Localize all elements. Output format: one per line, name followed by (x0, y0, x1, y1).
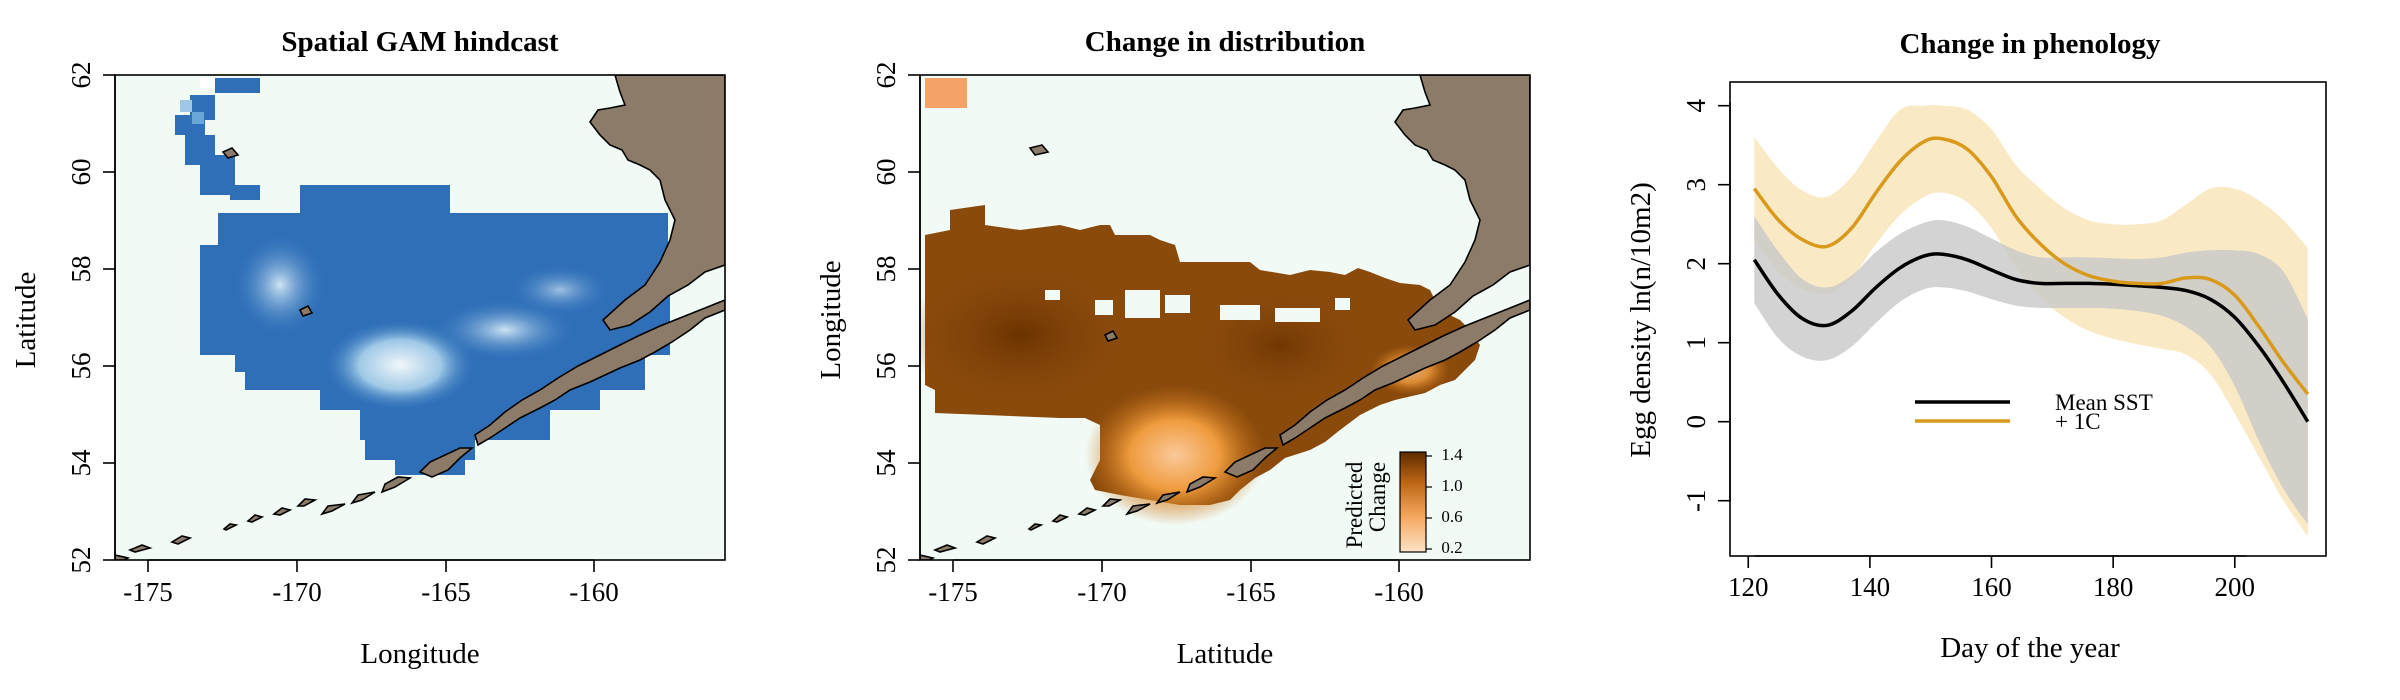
x-tick-label: -165 (421, 577, 471, 607)
alaska-landmass (920, 75, 1530, 560)
x-tick-label: -160 (1374, 577, 1424, 607)
y-tick-label: 52 (871, 547, 901, 574)
confidence-band-plus-1c (1754, 105, 2308, 537)
colorbar-title: Predicted (1342, 461, 1367, 548)
x-tick-label: 120 (1728, 572, 1769, 602)
panel-phenology: Change in phenology 120 140 160 180 200 Day … (1625, 28, 2327, 664)
x-tick-label: 140 (1850, 572, 1891, 602)
y-axis: -1 0 1 2 3 4 (1681, 98, 1731, 512)
y-tick-label: -1 (1681, 489, 1711, 512)
x-tick-label: -175 (928, 577, 978, 607)
y-axis: 52 54 56 58 60 62 Latitude (10, 62, 116, 574)
map-area: 0.2 0.6 1.0 1.4 Predicted Change (920, 75, 1530, 560)
legend-label-mean-sst: Mean SST (2055, 390, 2153, 415)
y-tick-label: 1 (1681, 336, 1711, 350)
y-tick-label: 58 (66, 256, 96, 283)
y-axis: 52 54 56 58 60 62 Longitude (815, 62, 921, 574)
panel-change-distribution: Change in distribution (815, 26, 1531, 670)
confidence-band-mean-sst (1754, 216, 2308, 525)
y-tick-label: 0 (1681, 415, 1711, 429)
panel-title: Spatial GAM hindcast (281, 26, 558, 58)
y-tick-label: 56 (871, 353, 901, 380)
x-axis: -175 -170 -165 -160 Latitude (928, 559, 1424, 670)
series-line-plus-1c (1752, 136, 2310, 396)
y-tick-label: 62 (871, 62, 901, 89)
x-tick-label: 160 (1971, 572, 2012, 602)
panel-hindcast: Spatial GAM hindcast (10, 26, 726, 670)
alaska-landmass (115, 75, 725, 560)
y-tick-label: 4 (1681, 98, 1711, 112)
x-tick-label: -175 (123, 577, 173, 607)
panel-title: Change in phenology (1899, 28, 2161, 60)
change-field (920, 78, 1480, 525)
x-tick-label: 200 (2215, 572, 2256, 602)
legend-label-plus-1c: + 1C (2055, 409, 2101, 434)
x-axis-label: Day of the year (1940, 632, 2120, 664)
panel-title: Change in distribution (1085, 26, 1365, 58)
y-tick-label: 54 (66, 449, 96, 477)
colorbar-tick-label: 0.2 (1441, 538, 1462, 557)
y-axis-label: Latitude (10, 272, 42, 369)
x-tick-label: -160 (569, 577, 619, 607)
y-tick-label: 62 (66, 62, 96, 89)
colorbar-title: Change (1365, 462, 1390, 532)
y-axis-label: Longitude (815, 260, 847, 379)
y-tick-label: 2 (1681, 257, 1711, 271)
y-tick-label: 60 (66, 159, 96, 186)
density-hotspots (180, 100, 610, 410)
x-axis: 120 140 160 180 200 (1728, 555, 2256, 602)
x-axis: -175 -170 -165 -160 Longitude (123, 559, 619, 670)
colorbar-tick-label: 1.0 (1441, 476, 1462, 495)
colorbar-tick-label: 0.6 (1441, 507, 1462, 526)
phenology-plot-area (1752, 105, 2310, 537)
y-tick-label: 52 (66, 547, 96, 574)
x-axis-label: Longitude (360, 638, 479, 670)
colorbar-scale (1399, 451, 1427, 553)
y-tick-label: 56 (66, 353, 96, 380)
series-line-mean-sst (1752, 252, 2310, 423)
legend: Mean SST + 1C (1915, 390, 2153, 434)
y-tick-label: 58 (871, 256, 901, 283)
map-area (115, 75, 725, 560)
x-tick-label: -170 (272, 577, 322, 607)
y-tick-label: 54 (871, 449, 901, 477)
colorbar: 0.2 0.6 1.0 1.4 Predicted Change (1342, 445, 1463, 557)
y-axis-label: Egg density ln(n/10m2) (1625, 182, 1657, 457)
x-tick-label: 180 (2093, 572, 2134, 602)
colorbar-tick-label: 1.4 (1441, 445, 1463, 464)
y-tick-label: 3 (1681, 178, 1711, 192)
y-tick-label: 60 (871, 159, 901, 186)
x-tick-label: -165 (1226, 577, 1276, 607)
x-axis-label: Latitude (1177, 638, 1274, 670)
x-tick-label: -170 (1077, 577, 1127, 607)
